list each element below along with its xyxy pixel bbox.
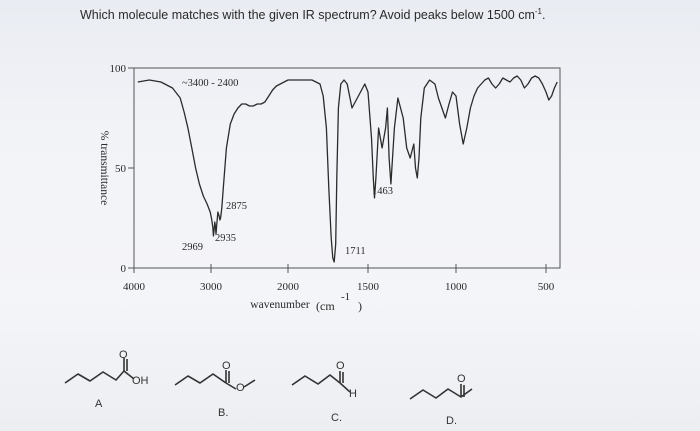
- annotation-0: ~3400 - 2400: [182, 78, 238, 89]
- molecule-b-ester-bond: [225, 382, 237, 390]
- x-axis-unit-sup: -1: [341, 291, 350, 303]
- question-text: Which molecule matches with the given IR…: [80, 7, 545, 22]
- question-unit-sup: -1: [534, 7, 542, 16]
- molecule-c-h-atom: H: [349, 388, 357, 400]
- annotation-2: 2935: [215, 233, 236, 244]
- molecule-b-carbonyl-o-atom: O: [222, 360, 231, 372]
- annotation-4: 1711: [345, 246, 366, 257]
- y-axis-label: % transmittance: [98, 131, 110, 205]
- question-tail: .: [541, 8, 546, 23]
- y-tick-label-100: 100: [110, 63, 127, 75]
- molecule-a-chain: [64, 370, 125, 384]
- option-c-label[interactable]: C.: [331, 412, 342, 424]
- x-tick-label-4000: 4000: [123, 281, 146, 293]
- x-axis-label: wavenumber: [250, 299, 310, 311]
- molecule-a-oh-bond: [123, 370, 135, 380]
- x-tick-label-1000: 1000: [445, 281, 468, 293]
- spectrum-line: [137, 75, 558, 263]
- annotation-5: 1463: [372, 186, 393, 197]
- y-tick-label-0: 0: [121, 263, 127, 275]
- molecule-b-chain: [174, 373, 227, 386]
- annotation-1: 2875: [226, 201, 247, 212]
- x-axis-unit-close: ): [358, 299, 362, 313]
- option-d-label[interactable]: D.: [446, 415, 457, 427]
- option-a-label[interactable]: A: [95, 398, 103, 410]
- x-tick-label-3000: 3000: [200, 281, 223, 293]
- molecule-d-o-atom: O: [457, 373, 466, 385]
- x-tick-label-1500: 1500: [357, 281, 380, 293]
- molecule-d-chain: [409, 388, 473, 400]
- question-main: Which molecule matches with the given IR…: [80, 8, 535, 23]
- molecule-a-o-atom: O: [119, 349, 128, 361]
- option-b-label[interactable]: B.: [218, 407, 229, 419]
- y-tick-label-50: 50: [115, 163, 127, 175]
- molecule-b-ester-o-atom: O: [236, 382, 245, 394]
- molecule-c-chain: [291, 374, 341, 386]
- x-tick-label-500: 500: [538, 281, 555, 293]
- molecule-c-h-bond: [339, 382, 351, 393]
- molecule-a-oh-atom: OH: [132, 375, 149, 387]
- x-axis-unit: (cm: [316, 299, 335, 313]
- molecule-c-o-atom: O: [336, 360, 345, 372]
- x-tick-label-2000: 2000: [277, 281, 300, 293]
- annotation-3: 2969: [182, 242, 203, 253]
